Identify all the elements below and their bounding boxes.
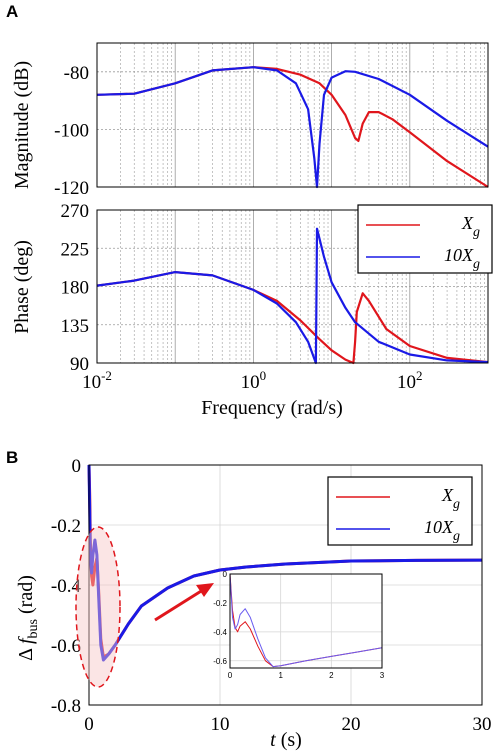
x-tick-label: 10 — [211, 714, 230, 735]
time-xlabel-var: t — [270, 729, 276, 751]
y-tick-label: -80 — [64, 63, 89, 84]
y-tick-label: -0.4 — [51, 576, 82, 597]
legend-box — [357, 204, 493, 274]
legend-2: Xg 10Xg — [327, 476, 473, 546]
zoom-arrow-line — [154, 586, 207, 622]
y-tick-label: -0.2 — [51, 516, 81, 537]
legend-1: Xg 10Xg — [357, 204, 493, 274]
time-ylabel-unit: (rad) — [15, 575, 37, 619]
time-ylabel-var: f — [15, 636, 37, 644]
y-tick-label: 225 — [61, 239, 90, 260]
x-tick-label: 20 — [342, 714, 361, 735]
series-line-10xg — [229, 573, 383, 668]
legend-label: Xg — [441, 485, 460, 512]
y-tick-label: -100 — [54, 120, 89, 141]
y-tick-label: -0.6 — [213, 657, 227, 666]
time-ylabel-delta: Δ — [15, 648, 37, 661]
x-tick-label: 2 — [329, 671, 334, 680]
y-tick-label: -0.8 — [51, 696, 81, 717]
x-tick-label: 30 — [473, 714, 492, 735]
y-tick-label: 0 — [223, 570, 228, 579]
x-tick-label: 10-2 — [82, 368, 112, 393]
legend-label: 10Xg — [444, 245, 480, 272]
phase-ylabel: Phase (deg) — [11, 240, 33, 334]
y-tick-label: 0 — [72, 456, 82, 477]
panel-letter-a: A — [6, 2, 18, 21]
x-tick-label: 100 — [241, 368, 267, 393]
axes-frame-2 — [88, 464, 483, 706]
legend-label: 10Xg — [424, 517, 460, 544]
x-tick-label: 0 — [228, 671, 233, 680]
magnitude-ylabel: Magnitude (dB) — [11, 61, 33, 189]
x-tick-label: 102 — [397, 368, 423, 393]
plot-area-0 — [97, 43, 488, 187]
x-tick-label: 0 — [84, 714, 94, 735]
plot-area-3 — [230, 574, 382, 668]
time-xlabel-unit: (s) — [276, 729, 302, 751]
time-ylabel-sub: bus — [26, 619, 41, 638]
x-tick-label: 1 — [278, 671, 283, 680]
frequency-xlabel: Frequency (rad/s) — [201, 397, 343, 419]
y-tick-label: 180 — [61, 278, 90, 299]
y-tick-label: 135 — [61, 316, 90, 337]
y-tick-label: -120 — [54, 178, 89, 199]
inset-plot: 0-0.2-0.4-0.60 1 2 3 — [213, 570, 385, 680]
legend-label: Xg — [461, 213, 480, 240]
y-tick-label: -0.4 — [213, 628, 227, 637]
highlight-ellipse — [75, 526, 121, 688]
y-tick-label: 270 — [61, 201, 90, 222]
magnitude-plot: -80 -100 -120 — [54, 42, 489, 199]
y-tick-label: -0.2 — [213, 599, 227, 608]
panel-letter-b: B — [6, 448, 18, 467]
axes-frame-1 — [96, 209, 489, 364]
series-line-10xg — [87, 464, 483, 662]
axes-frame-3 — [229, 573, 383, 669]
axes-frame-0 — [96, 42, 489, 188]
time-ylabel: Δfbus (rad) — [15, 575, 41, 661]
x-tick-label: 3 — [380, 671, 385, 680]
y-tick-label: 90 — [70, 354, 89, 375]
time-xlabel: t (s) — [270, 729, 302, 751]
legend-box — [327, 476, 473, 546]
y-tick-label: -0.6 — [51, 636, 81, 657]
zoom-arrow-head — [196, 583, 214, 597]
